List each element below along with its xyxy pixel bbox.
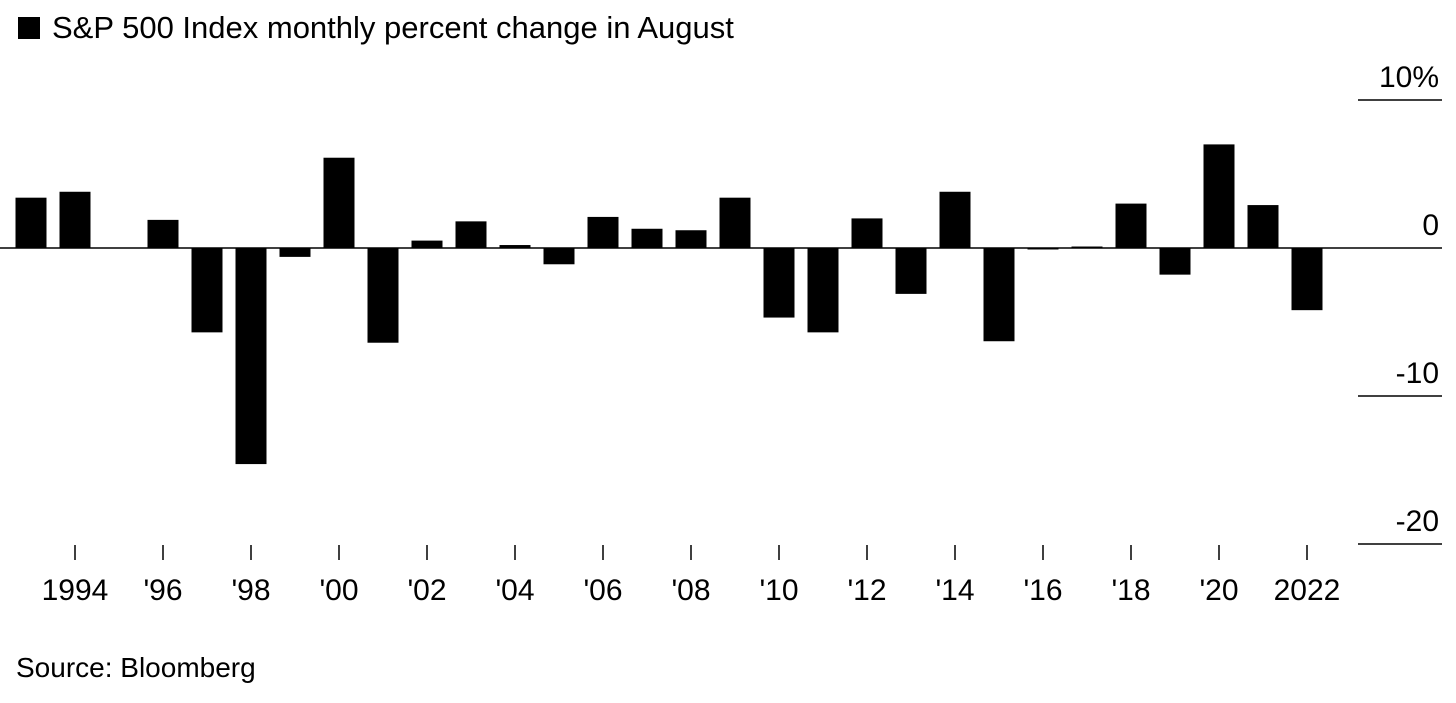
bar-2000 xyxy=(323,157,355,248)
bar-2011 xyxy=(807,248,839,333)
y-tick-label-3: -20 xyxy=(1396,505,1439,538)
bar-2004 xyxy=(499,245,531,248)
y-axis: 10% 0 -10 -20 xyxy=(1358,61,1442,545)
bar-2020 xyxy=(1203,144,1235,248)
x-axis: 1994 '96 '98 '00 '02 '04 '06 '08 '10 '12 '14 '16 '18… xyxy=(42,545,1341,607)
bar-1996 xyxy=(147,219,179,248)
bar-1993 xyxy=(15,197,47,248)
legend-swatch xyxy=(18,17,40,39)
bar-1997 xyxy=(191,248,223,333)
x-tick-label-8: '10 xyxy=(759,574,798,607)
bar-2019 xyxy=(1159,248,1191,275)
bars-group xyxy=(15,144,1323,465)
bar-1994 xyxy=(59,191,91,248)
x-tick-label-2: '98 xyxy=(231,574,270,607)
x-tick-label-1: '96 xyxy=(143,574,182,607)
x-tick-label-10: '14 xyxy=(935,574,974,607)
bar-2002 xyxy=(411,240,443,248)
y-tick-label-2: -10 xyxy=(1396,357,1439,390)
bar-2021 xyxy=(1247,205,1279,248)
bar-2006 xyxy=(587,216,619,248)
bar-2001 xyxy=(367,248,399,343)
x-tick-label-11: '16 xyxy=(1023,574,1062,607)
bar-2012 xyxy=(851,218,883,248)
bar-1999 xyxy=(279,248,311,257)
bar-2009 xyxy=(719,197,751,248)
bar-2008 xyxy=(675,230,707,248)
x-tick-label-12: '18 xyxy=(1111,574,1150,607)
chart-legend: S&P 500 Index monthly percent change in … xyxy=(18,8,734,48)
y-tick-label-1: 0 xyxy=(1422,209,1439,242)
x-tick-label-4: '02 xyxy=(407,574,446,607)
x-tick-label-3: '00 xyxy=(319,574,358,607)
bar-2014 xyxy=(939,191,971,248)
bar-2003 xyxy=(455,221,487,248)
x-tick-label-13: '20 xyxy=(1199,574,1238,607)
bar-1998 xyxy=(235,248,267,465)
bar-2010 xyxy=(763,248,795,318)
x-tick-label-6: '06 xyxy=(583,574,622,607)
bar-2013 xyxy=(895,248,927,294)
x-tick-label-7: '08 xyxy=(671,574,710,607)
bar-2007 xyxy=(631,228,663,248)
bar-2015 xyxy=(983,248,1015,342)
legend-label: S&P 500 Index monthly percent change in … xyxy=(52,10,734,45)
bar-2018 xyxy=(1115,203,1147,248)
y-tick-label-0: 10% xyxy=(1379,61,1439,94)
x-tick-label-14: 2022 xyxy=(1274,574,1341,607)
x-tick-label-9: '12 xyxy=(847,574,886,607)
bar-2022 xyxy=(1291,248,1323,311)
x-tick-label-5: '04 xyxy=(495,574,534,607)
source-note: Source: Bloomberg xyxy=(16,652,256,683)
x-tick-label-0: 1994 xyxy=(42,574,109,607)
bar-2005 xyxy=(543,248,575,265)
